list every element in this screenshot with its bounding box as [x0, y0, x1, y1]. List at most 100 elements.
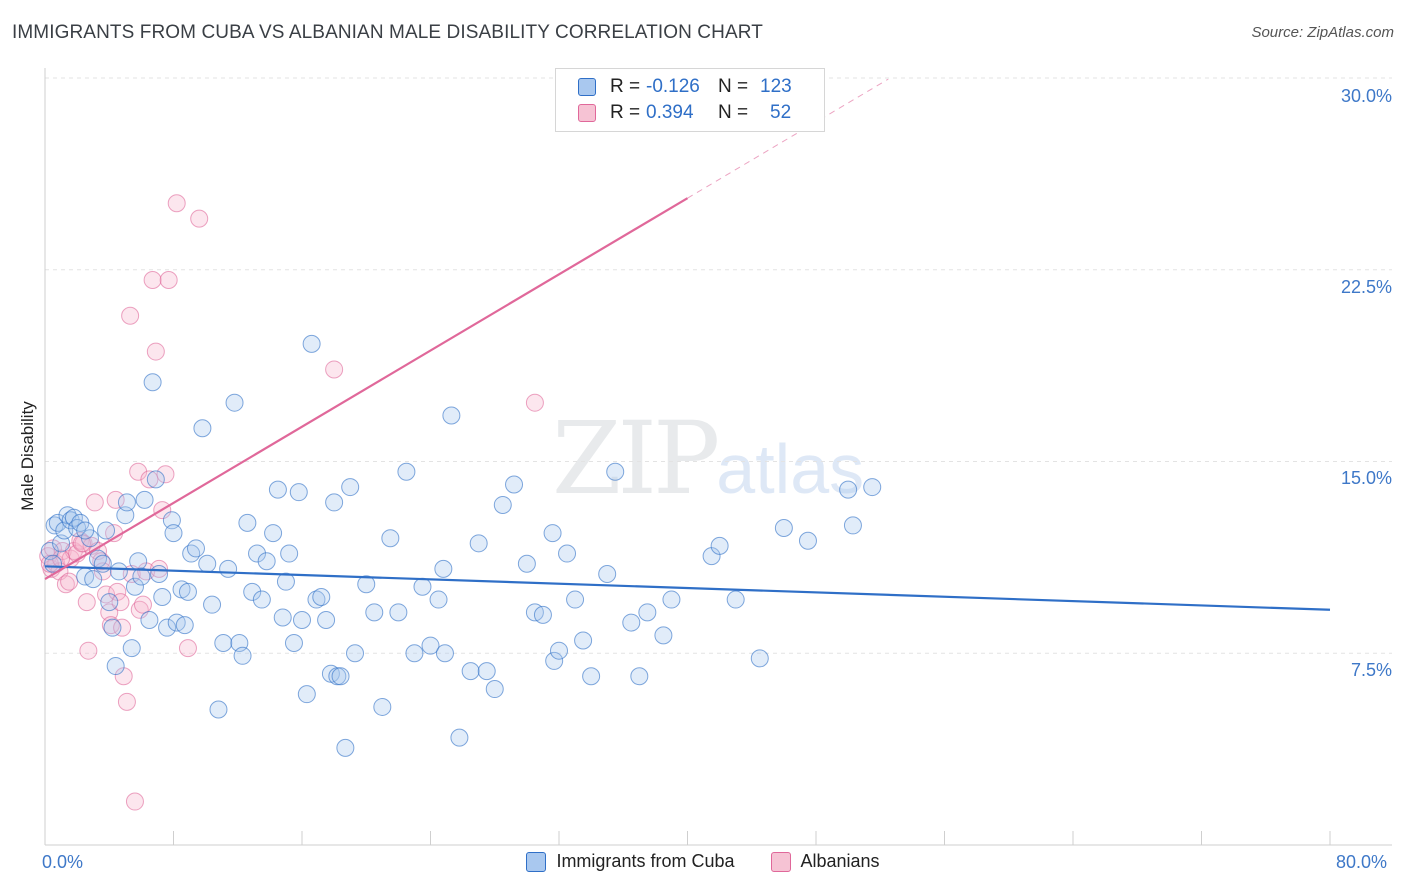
- cuba-point-17: [100, 593, 119, 612]
- cuba-point-121: [863, 478, 882, 497]
- albanians-point-7: [60, 572, 79, 591]
- n-value: 123: [760, 76, 792, 97]
- cuba-point-101: [550, 641, 568, 660]
- cuba-point-39: [178, 582, 197, 601]
- cuba-point-99: [545, 651, 564, 670]
- cuba-point-45: [209, 700, 228, 719]
- albanians-point-14: [79, 641, 98, 660]
- albanians-trend-extension: [687, 78, 889, 199]
- albanians-point-24: [106, 490, 125, 509]
- cuba-point-95: [505, 475, 524, 494]
- cuba-point-76: [357, 575, 376, 594]
- cuba-point-32: [153, 588, 172, 607]
- cuba-trend-line: [44, 565, 1331, 611]
- albanians-point-16: [85, 493, 104, 512]
- cuba-point-104: [574, 631, 593, 650]
- y-tick-label-7-5: 7.5%: [1350, 660, 1392, 680]
- cuba-point-65: [302, 334, 321, 353]
- cuba-point-122: [76, 521, 95, 540]
- albanians-point-29: [117, 692, 136, 711]
- albanians-point-6: [56, 575, 75, 594]
- cuba-point-118: [798, 531, 817, 550]
- cuba-point-61: [284, 634, 303, 653]
- stats-legend: R = -0.126 N = 123 R = 0.394 N = 52: [555, 68, 825, 132]
- watermark: ZIPatlas: [552, 400, 864, 517]
- cuba-point-47: [219, 559, 238, 578]
- cuba-point-102: [558, 544, 577, 563]
- cuba-point-100: [543, 524, 562, 543]
- y-tick-label-30: 30.0%: [1340, 86, 1392, 106]
- cuba-point-96: [517, 554, 536, 573]
- cuba-point-91: [469, 534, 488, 553]
- n-label: N =: [718, 76, 749, 97]
- r-label: R =: [610, 76, 641, 97]
- cuba-point-84: [421, 636, 440, 655]
- cuba-point-60: [280, 544, 299, 563]
- cuba-point-13: [84, 570, 103, 589]
- cuba-point-72: [331, 667, 350, 686]
- cuba-point-56: [264, 524, 283, 543]
- x-tick-label-max: 80.0%: [1336, 852, 1388, 872]
- albanians-points: [39, 194, 544, 811]
- cuba-point-23: [122, 639, 141, 658]
- cuba-point-24: [125, 577, 144, 596]
- cuba-point-115: [726, 590, 745, 609]
- cuba-point-2: [45, 516, 64, 535]
- cuba-point-89: [450, 728, 469, 747]
- cuba-point-58: [273, 608, 292, 627]
- axes: [44, 68, 1392, 846]
- cuba-point-44: [203, 595, 222, 614]
- cuba-point-70: [325, 493, 344, 512]
- stats-row-albanians: R = 0.394 N = 52: [578, 101, 791, 125]
- cuba-point-31: [150, 564, 169, 583]
- cuba-point-87: [435, 644, 454, 663]
- cuba-point-94: [493, 495, 512, 514]
- cuba-point-64: [297, 685, 316, 704]
- series-legend: Immigrants from Cuba Albanians: [0, 851, 1406, 872]
- cuba-point-62: [289, 483, 308, 502]
- legend-label-albanians: Albanians: [800, 851, 880, 871]
- n-label: N =: [718, 102, 749, 123]
- albanians-point-46: [190, 209, 209, 228]
- cuba-point-38: [175, 616, 194, 635]
- cuba-point-109: [630, 667, 649, 686]
- cuba-point-63: [293, 611, 311, 630]
- cuba-point-18: [103, 618, 122, 637]
- cuba-point-59: [276, 572, 295, 591]
- albanians-point-32: [125, 792, 144, 811]
- stats-row-cuba: R = -0.126 N = 123: [578, 75, 792, 99]
- watermark-atlas: atlas: [716, 430, 865, 508]
- cuba-point-1: [44, 554, 63, 573]
- legend-item-cuba: Immigrants from Cuba: [526, 851, 735, 872]
- albanians-point-27: [113, 618, 132, 637]
- y-tick-label-22-5: 22.5%: [1340, 277, 1392, 297]
- cuba-point-80: [389, 603, 408, 622]
- albanians-point-13: [77, 593, 96, 612]
- albanians-trend-line: [44, 197, 689, 581]
- cuba-point-50: [233, 646, 252, 665]
- cuba-point-82: [405, 644, 424, 663]
- albanians-point-43: [159, 270, 178, 289]
- x-tick-label-min: 0.0%: [42, 852, 84, 872]
- cuba-point-15: [93, 554, 112, 573]
- albanians-swatch: [578, 104, 596, 122]
- cuba-point-98: [533, 605, 552, 624]
- cuba-point-73: [336, 738, 355, 757]
- r-label: R =: [610, 102, 641, 123]
- cuba-point-52: [243, 582, 262, 601]
- cuba-point-79: [381, 529, 400, 548]
- cuba-point-53: [248, 544, 267, 563]
- cuba-point-111: [654, 626, 673, 645]
- albanians-point-48: [525, 393, 544, 412]
- cuba-point-57: [268, 480, 287, 499]
- albanians-point-42: [156, 465, 175, 484]
- cuba-point-35: [164, 524, 183, 543]
- cuba-point-93: [477, 662, 496, 681]
- cuba-point-90: [461, 662, 480, 681]
- cuba-point-119: [839, 480, 858, 499]
- cuba-point-83: [413, 577, 432, 596]
- cuba-point-55: [257, 552, 276, 571]
- cuba-point-117: [774, 518, 793, 537]
- cuba-point-112: [662, 590, 681, 609]
